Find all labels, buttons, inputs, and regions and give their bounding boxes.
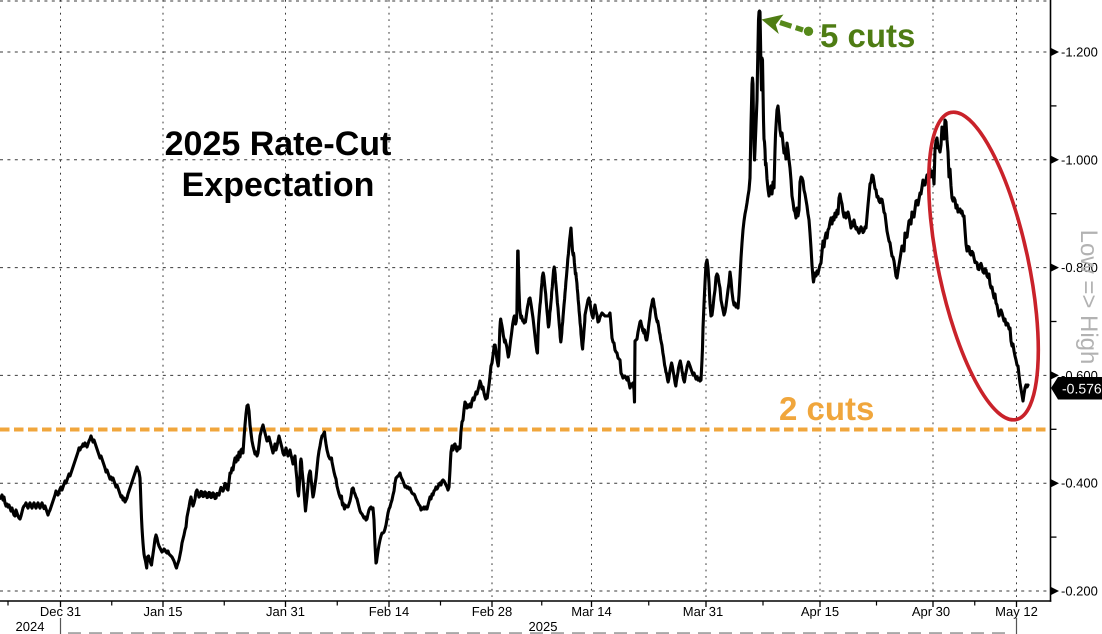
svg-text:-1.200: -1.200	[1061, 45, 1098, 60]
svg-text:2 cuts: 2 cuts	[779, 390, 874, 427]
svg-text:May 12: May 12	[995, 604, 1038, 619]
svg-text:-0.200: -0.200	[1061, 584, 1098, 599]
svg-text:Dec 31: Dec 31	[40, 604, 81, 619]
svg-text:Jan 15: Jan 15	[143, 604, 182, 619]
svg-text:Low => High: Low => High	[1075, 230, 1102, 365]
svg-text:-1.000: -1.000	[1061, 152, 1098, 167]
svg-text:Mar 14: Mar 14	[571, 604, 611, 619]
svg-text:-0.800: -0.800	[1061, 260, 1098, 275]
svg-text:-0.400: -0.400	[1061, 476, 1098, 491]
svg-text:Feb 14: Feb 14	[369, 604, 409, 619]
svg-text:5 cuts: 5 cuts	[820, 17, 915, 54]
svg-text:Apr 30: Apr 30	[912, 604, 950, 619]
svg-text:2024: 2024	[16, 619, 45, 634]
svg-text:2025: 2025	[529, 619, 558, 634]
svg-text:Jan 31: Jan 31	[266, 604, 305, 619]
svg-text:2025 Rate-Cut: 2025 Rate-Cut	[165, 125, 392, 163]
svg-text:Mar 31: Mar 31	[683, 604, 723, 619]
svg-text:-0.576: -0.576	[1062, 381, 1102, 397]
svg-text:Feb 28: Feb 28	[472, 604, 512, 619]
svg-text:Apr 15: Apr 15	[801, 604, 839, 619]
svg-text:Expectation: Expectation	[182, 166, 375, 204]
